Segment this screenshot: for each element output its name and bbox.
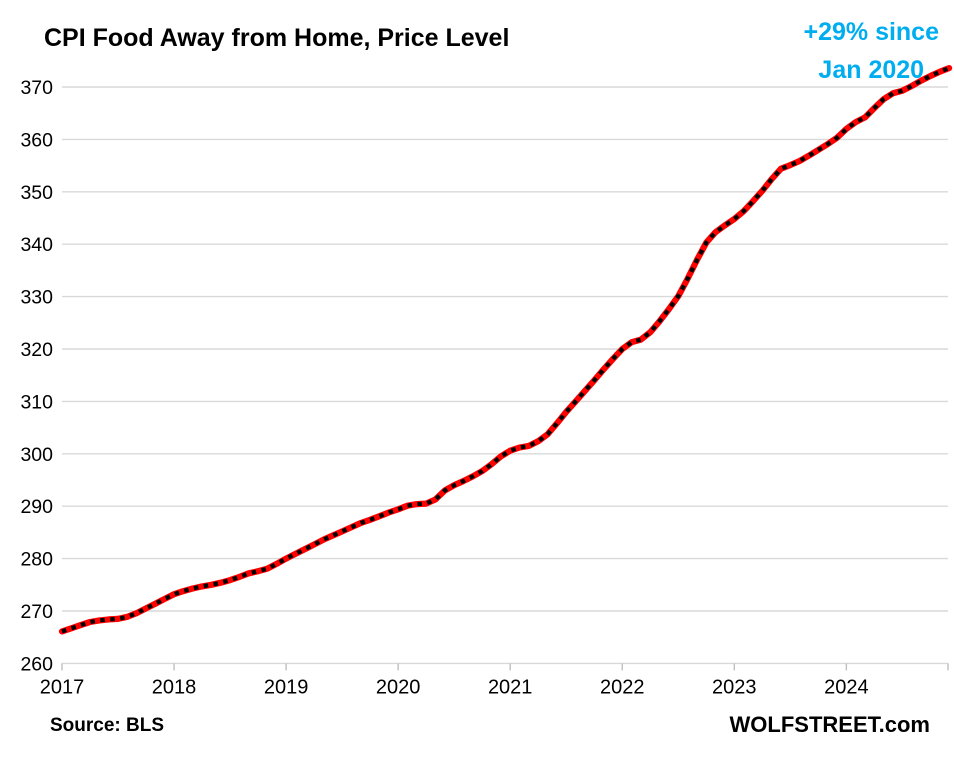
annotation-line1: +29% since bbox=[803, 18, 939, 46]
cpi-line-dash-overlay bbox=[61, 66, 950, 634]
y-tick-label: 320 bbox=[20, 339, 53, 361]
x-tick-label: 2024 bbox=[824, 676, 869, 698]
cpi-line bbox=[58, 64, 953, 635]
x-tick-label: 2019 bbox=[264, 676, 309, 698]
x-tick-label: 2022 bbox=[600, 676, 645, 698]
y-tick-label: 330 bbox=[20, 287, 53, 309]
x-tick-label: 2017 bbox=[40, 676, 85, 698]
annotation-line2: Jan 2020 bbox=[818, 56, 925, 84]
y-tick-label: 270 bbox=[20, 601, 53, 623]
x-tick-label: 2021 bbox=[488, 676, 533, 698]
y-tick-label: 350 bbox=[20, 182, 53, 204]
x-tick-label: 2023 bbox=[712, 676, 757, 698]
y-tick-label: 370 bbox=[20, 77, 53, 99]
y-tick-label: 340 bbox=[20, 234, 53, 256]
y-tick-label: 290 bbox=[20, 496, 53, 518]
y-tick-label: 360 bbox=[20, 129, 53, 151]
source-label: Source: BLS bbox=[50, 715, 165, 736]
chart-title: CPI Food Away from Home, Price Level bbox=[44, 24, 510, 52]
annotation-pct-change: +29% since Jan 2020 bbox=[803, 13, 939, 89]
y-tick-label: 280 bbox=[20, 549, 53, 571]
x-tick-label: 2018 bbox=[152, 676, 197, 698]
brand-label: WOLFSTREET.com bbox=[729, 712, 930, 737]
x-tick-label: 2020 bbox=[376, 676, 421, 698]
y-tick-label: 310 bbox=[20, 391, 53, 413]
y-tick-label: 260 bbox=[20, 653, 53, 675]
y-tick-label: 300 bbox=[20, 444, 53, 466]
